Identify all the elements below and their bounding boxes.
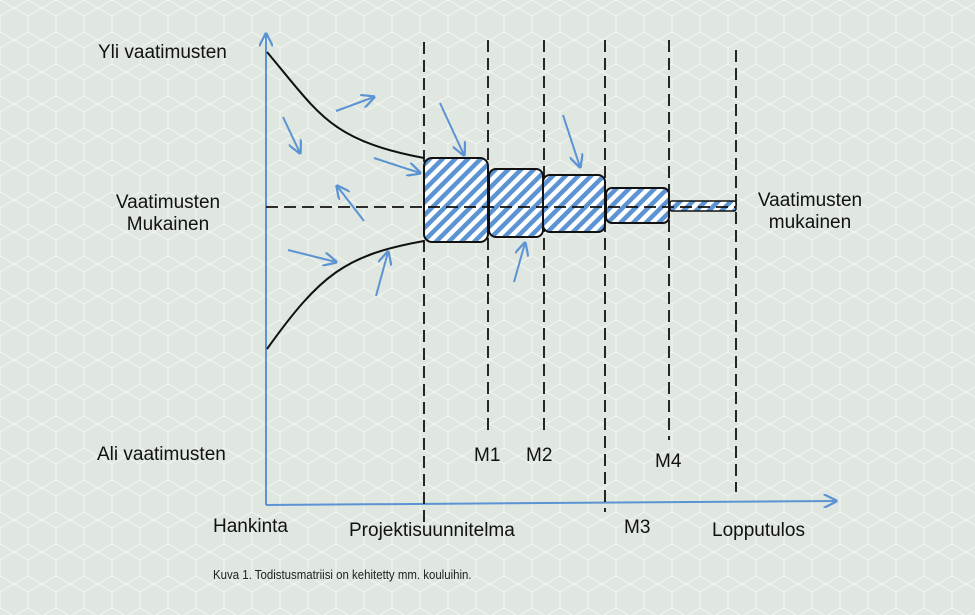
influence-arrows [282, 97, 580, 297]
arrow [513, 243, 525, 283]
upper-funnel-curve [266, 51, 425, 159]
arrow [439, 102, 464, 155]
label-m1: M1 [474, 445, 501, 466]
label-yli-vaatimusten: Yli vaatimusten [98, 42, 227, 63]
label-m3: M3 [624, 517, 651, 538]
label-projektisuunnitelma: Projektisuunnitelma [349, 520, 515, 541]
label-lopputulos: Lopputulos [712, 520, 805, 541]
hatched-box-3 [542, 174, 606, 233]
label-m4: M4 [655, 451, 682, 472]
label-vaatimusten-mukainen-left: Vaatimusten Mukainen [106, 192, 230, 236]
label-ali-vaatimusten: Ali vaatimusten [97, 444, 226, 465]
label-m2: M2 [526, 445, 553, 466]
hatched-box-2 [488, 168, 544, 238]
arrow [375, 252, 388, 297]
arrow [335, 97, 374, 112]
label-hankinta: Hankinta [213, 516, 288, 537]
label-line: Vaatimusten [115, 192, 221, 213]
label-line: Vaatimusten [757, 190, 863, 211]
hatched-box-1 [423, 157, 489, 243]
hatched-box-4 [605, 187, 670, 224]
hatched-box-5 [669, 200, 737, 212]
label-vaatimusten-mukainen-right: Vaatimusten mukainen [748, 190, 872, 234]
arrow [373, 157, 420, 173]
arrow [337, 186, 365, 222]
arrow [282, 116, 300, 153]
arrow [287, 249, 336, 262]
figure-caption: Kuva 1. Todistusmatriisi on kehitetty mm… [213, 567, 472, 582]
lower-funnel-curve [266, 240, 425, 350]
x-axis [265, 501, 836, 505]
arrow [562, 114, 580, 167]
label-line: Mukainen [126, 214, 210, 235]
label-line: mukainen [768, 212, 852, 233]
